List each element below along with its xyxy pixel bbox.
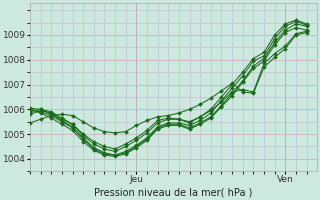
X-axis label: Pression niveau de la mer( hPa ): Pression niveau de la mer( hPa )	[94, 187, 253, 197]
